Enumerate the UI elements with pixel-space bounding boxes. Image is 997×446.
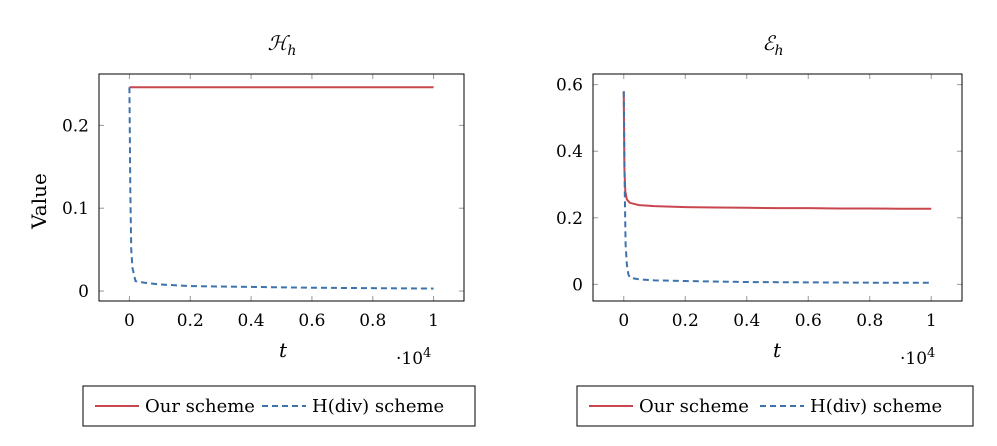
legend: Our scheme H(div) scheme <box>82 385 476 427</box>
x-axis-multiplier: ·104 <box>900 346 935 369</box>
chart-title: ℰh <box>762 31 783 59</box>
x-axis-label: t <box>773 338 782 362</box>
series-line-hdiv-scheme <box>622 91 932 284</box>
x-tick-label: 0 <box>618 311 629 331</box>
y-tick-label: 0.2 <box>556 209 583 229</box>
x-tick-label: 1 <box>926 311 937 331</box>
y-tick-label: 0 <box>572 275 583 295</box>
x-tick-label: 0.4 <box>733 311 760 331</box>
x-tick-label: 0 <box>124 311 135 331</box>
x-tick-label: 0.6 <box>795 311 822 331</box>
x-axis-multiplier: ·104 <box>396 346 431 369</box>
chart-e-panel: ℰh t ·104 0 0.2 0.4 0.6 0.8 1 0 0.2 0.4 0.6 Our s… <box>556 31 974 427</box>
x-tick-label: 0.8 <box>856 311 883 331</box>
legend: Our scheme H(div) scheme <box>576 385 974 427</box>
chart-title: ℋh <box>268 31 297 59</box>
legend-label-our-scheme: Our scheme <box>639 396 749 417</box>
x-tick-label: 1 <box>428 311 439 331</box>
legend-label-hdiv-scheme: H(div) scheme <box>312 396 444 417</box>
x-tick-label: 0.8 <box>359 311 386 331</box>
plot-frame <box>592 73 963 302</box>
x-tick-label: 0.2 <box>672 311 699 331</box>
series-line-hdiv-scheme <box>128 87 434 290</box>
chart-h-panel: ℋh Value t ·104 0 0.2 0.4 0.6 0.8 1 0 0.1 0.2 Ou… <box>27 31 476 427</box>
x-axis-label: t <box>279 338 288 362</box>
y-tick-label: 0.2 <box>62 116 89 136</box>
legend-label-our-scheme: Our scheme <box>145 396 255 417</box>
x-tick-label: 0.4 <box>238 311 265 331</box>
plot-frame <box>98 73 465 302</box>
y-axis-label: Value <box>27 173 51 230</box>
y-tick-label: 0 <box>78 282 89 302</box>
plot-area: 0 0.2 0.4 0.6 0.8 1 0 0.2 0.4 0.6 <box>556 73 963 331</box>
plot-area: 0 0.2 0.4 0.6 0.8 1 0 0.1 0.2 <box>62 73 465 331</box>
y-tick-label: 0.1 <box>62 199 89 219</box>
y-tick-label: 0.6 <box>556 76 583 96</box>
x-tick-label: 0.2 <box>177 311 204 331</box>
legend-box <box>82 385 476 427</box>
series-line-our-scheme <box>622 91 932 210</box>
legend-label-hdiv-scheme: H(div) scheme <box>810 396 942 417</box>
y-tick-label: 0.4 <box>556 142 583 162</box>
x-tick-label: 0.6 <box>298 311 325 331</box>
